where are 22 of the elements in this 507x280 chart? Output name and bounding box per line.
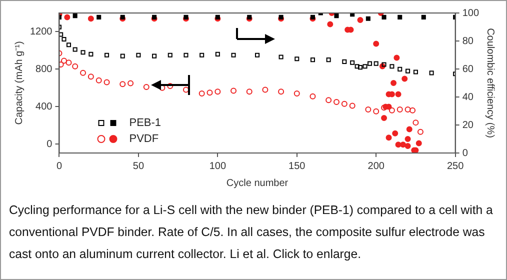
y2-axis-title: Coulombic efficiency (%) — [484, 28, 496, 138]
y2-tick-label: 60 — [462, 64, 474, 75]
y2-tick-label: 80 — [462, 36, 474, 47]
y2-tick-label: 20 — [462, 120, 474, 131]
x-tick-label: 50 — [132, 160, 144, 172]
x-tick-label: 100 — [209, 160, 226, 172]
legend-label: PEB-1 — [129, 117, 162, 130]
x-tick-label: 200 — [368, 160, 385, 172]
text: Cycling performance for a Li-S cell with the new binder (PEB-1) compared to a cell with a conventional PVDF binder. Rate of C/5. In all cases, the composite sulfur electrode was cast onto an aluminum current collector. Li et al. Click to enlarge. — [9, 202, 494, 263]
y-axis-title: Capacity (mAh g⁻¹) — [14, 41, 25, 125]
legend-label: PVDF — [129, 133, 159, 146]
y-tick-label: 1200 — [30, 26, 53, 38]
x-tick-label: 0 — [56, 160, 62, 172]
x-axis-title: Cycle number — [226, 178, 289, 189]
x-tick-label: 150 — [288, 160, 306, 172]
y-tick-label: 400 — [36, 101, 53, 112]
x-tick-label: 250 — [446, 160, 464, 172]
y2-tick-label: 0 — [462, 148, 468, 159]
y-tick-label: 0 — [46, 138, 53, 150]
y2-tick-label: 40 — [462, 92, 474, 103]
y2-tick-label: 100 — [462, 8, 480, 19]
y-tick-label: 800 — [36, 64, 53, 75]
